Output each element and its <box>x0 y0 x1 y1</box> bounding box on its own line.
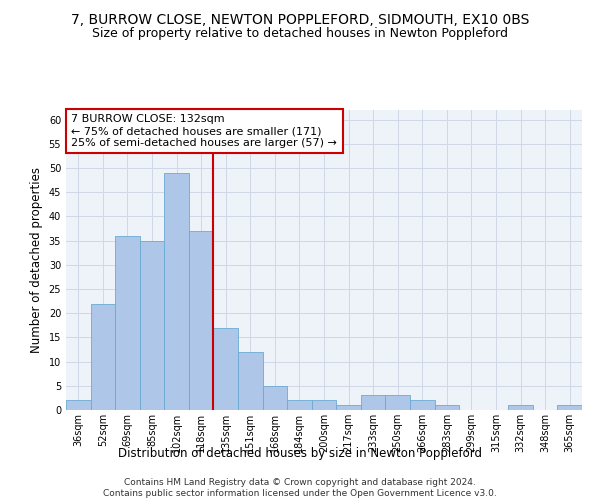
Bar <box>361 396 385 410</box>
Bar <box>115 236 140 410</box>
Text: 7, BURROW CLOSE, NEWTON POPPLEFORD, SIDMOUTH, EX10 0BS: 7, BURROW CLOSE, NEWTON POPPLEFORD, SIDM… <box>71 12 529 26</box>
Bar <box>214 328 238 410</box>
Bar <box>385 396 410 410</box>
Text: Size of property relative to detached houses in Newton Poppleford: Size of property relative to detached ho… <box>92 28 508 40</box>
Bar <box>263 386 287 410</box>
Bar <box>434 405 459 410</box>
Y-axis label: Number of detached properties: Number of detached properties <box>30 167 43 353</box>
Bar <box>287 400 312 410</box>
Bar <box>336 405 361 410</box>
Bar <box>312 400 336 410</box>
Bar <box>91 304 115 410</box>
Text: Distribution of detached houses by size in Newton Poppleford: Distribution of detached houses by size … <box>118 448 482 460</box>
Bar <box>410 400 434 410</box>
Bar <box>189 231 214 410</box>
Bar <box>66 400 91 410</box>
Bar <box>140 240 164 410</box>
Text: Contains HM Land Registry data © Crown copyright and database right 2024.
Contai: Contains HM Land Registry data © Crown c… <box>103 478 497 498</box>
Text: 7 BURROW CLOSE: 132sqm
← 75% of detached houses are smaller (171)
25% of semi-de: 7 BURROW CLOSE: 132sqm ← 75% of detached… <box>71 114 337 148</box>
Bar <box>508 405 533 410</box>
Bar <box>238 352 263 410</box>
Bar <box>164 173 189 410</box>
Bar <box>557 405 582 410</box>
